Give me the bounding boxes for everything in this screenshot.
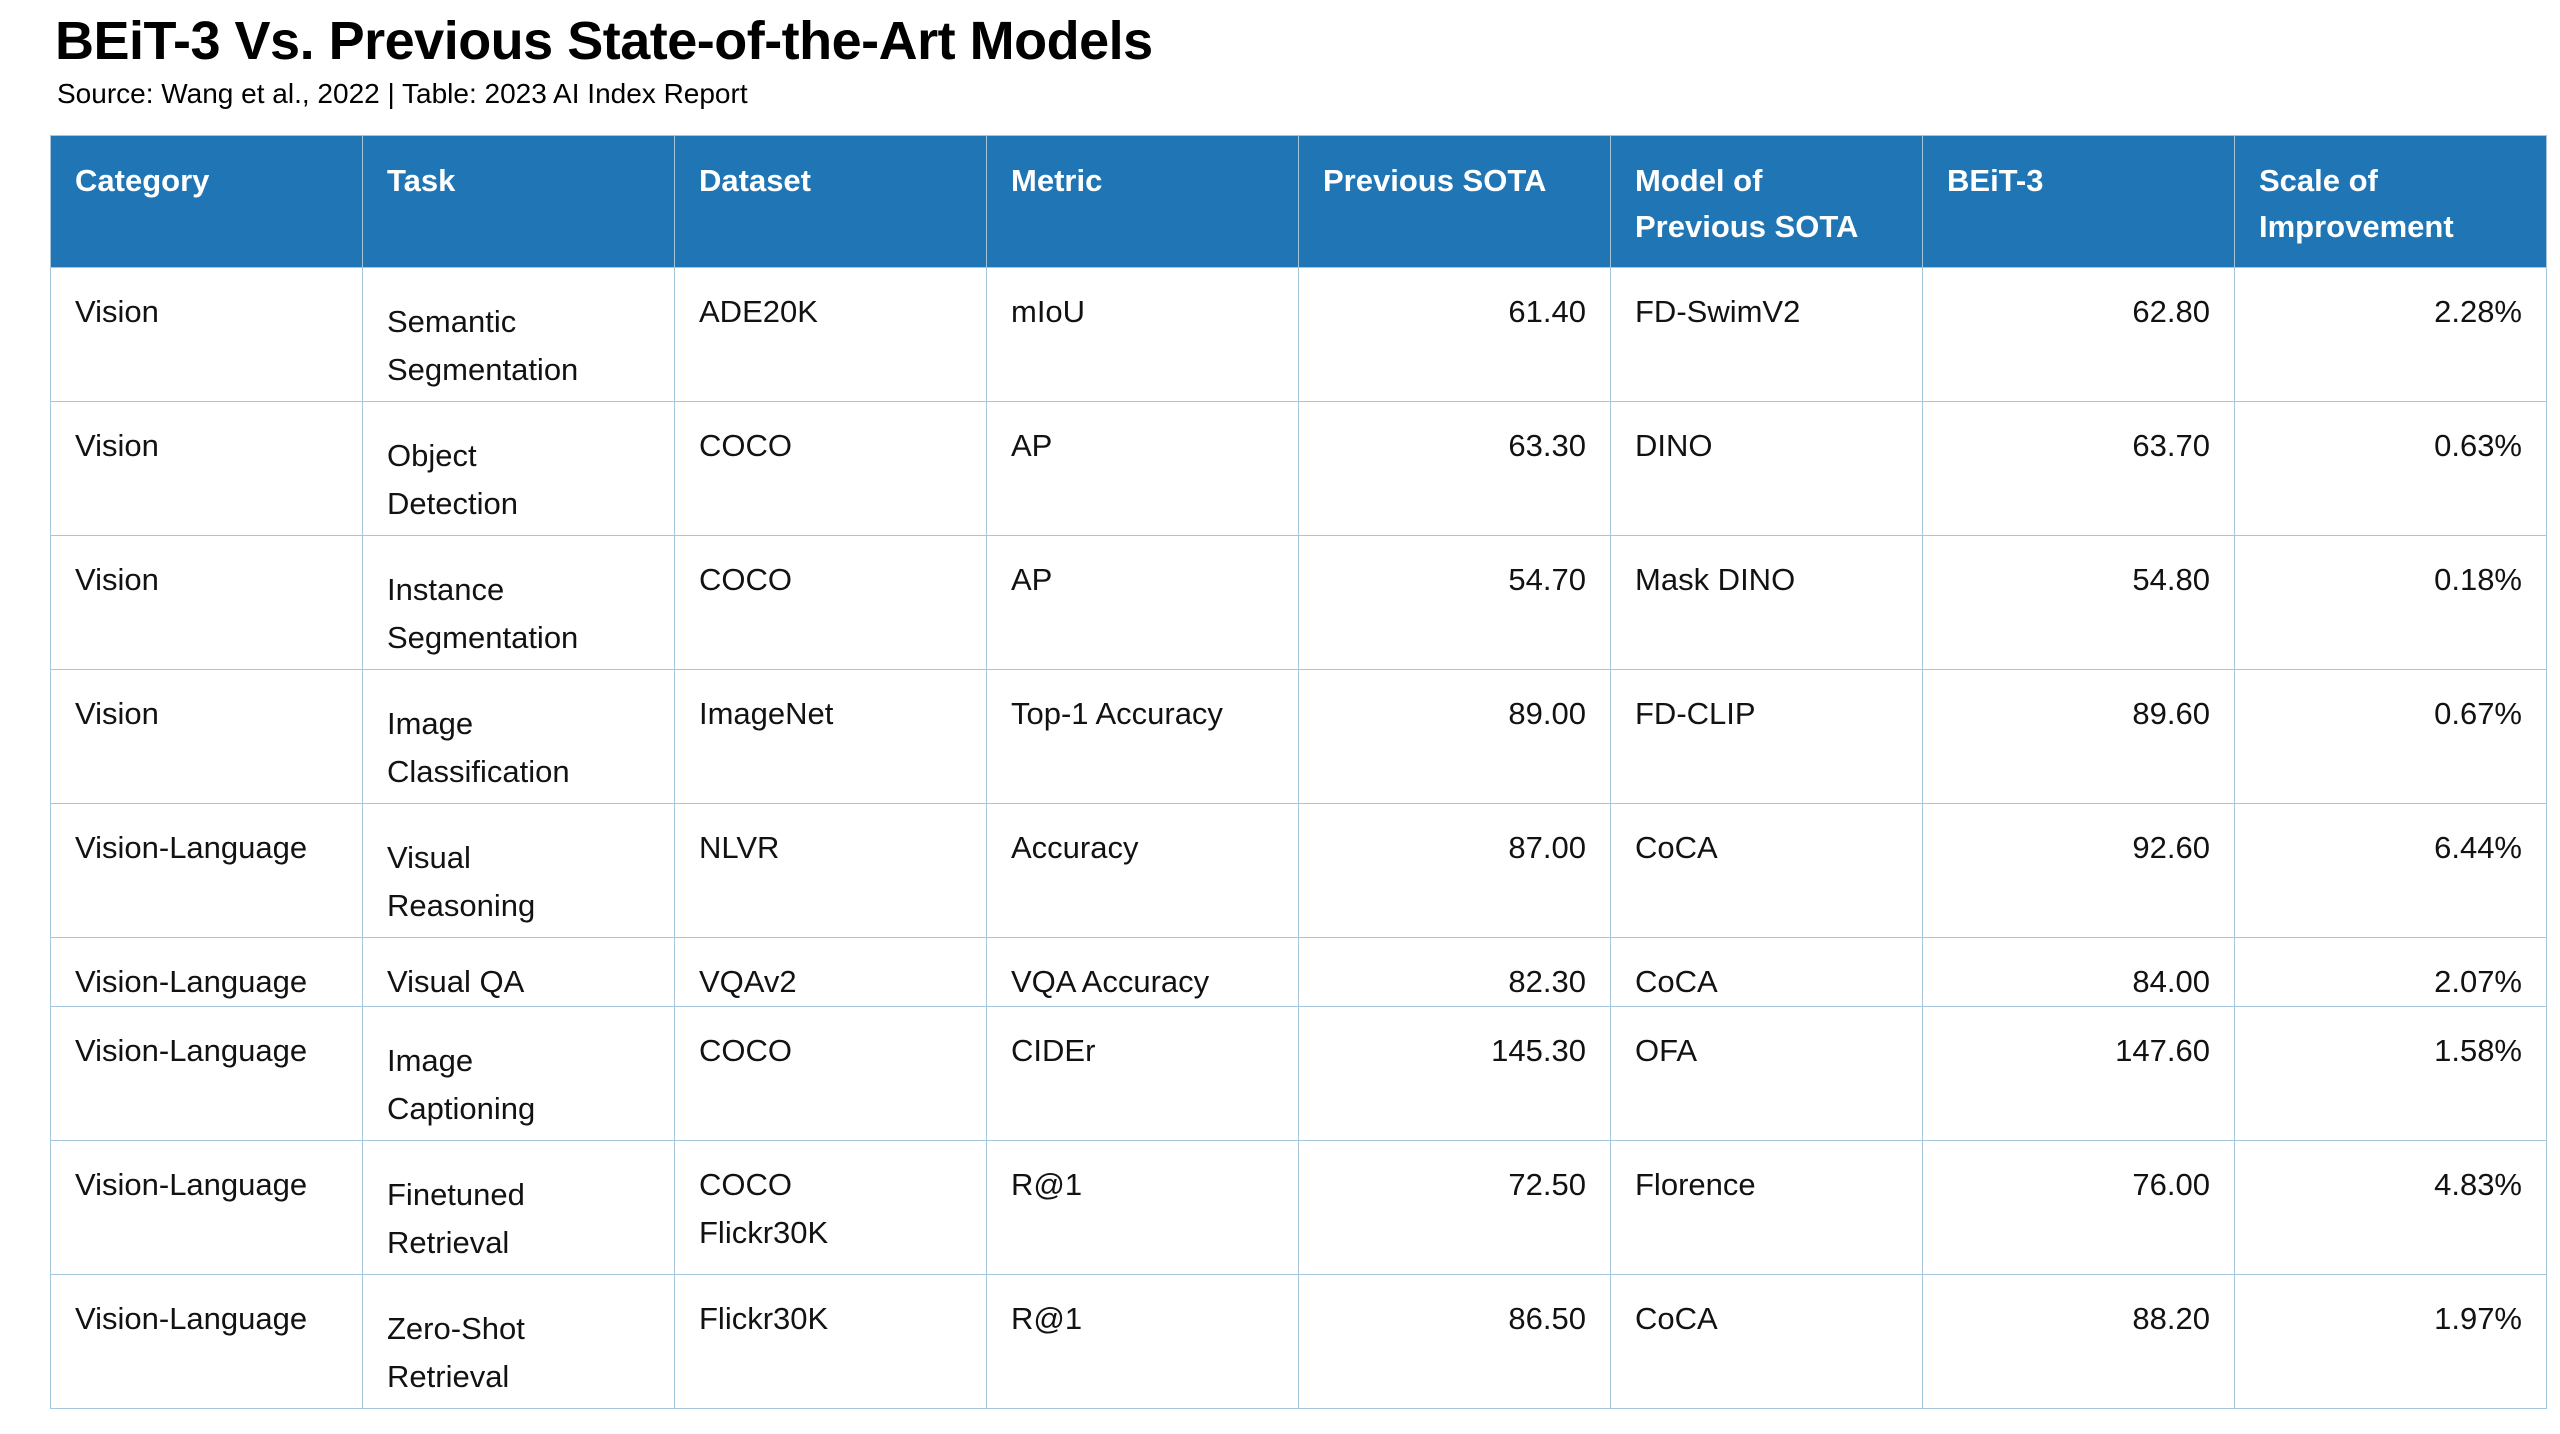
- cell-scale-of-improvement: 0.67%: [2234, 668, 2547, 804]
- cell-metric: CIDEr: [986, 1006, 1299, 1142]
- cell-task: Zero-Shot Retrieval: [362, 1274, 675, 1410]
- cell-category: Vision: [50, 400, 363, 536]
- cell-beit3: 147.60: [1922, 1006, 2235, 1142]
- cell-dataset: Flickr30K: [674, 1274, 987, 1410]
- cell-scale-of-improvement: 1.58%: [2234, 1006, 2547, 1142]
- table-header: Category Task Dataset Metric Previous SO…: [50, 134, 2547, 268]
- cell-category: Vision-Language: [50, 1140, 363, 1276]
- cell-dataset: COCO: [674, 1006, 987, 1142]
- table-row: Vision Object Detection COCO AP 63.30 DI…: [50, 400, 2547, 536]
- page-title: BEiT-3 Vs. Previous State-of-the-Art Mod…: [55, 11, 1153, 71]
- table-row: Vision-Language Image Captioning COCO CI…: [50, 1006, 2547, 1142]
- cell-model-of-previous-sota: FD-CLIP: [1610, 668, 1923, 804]
- cell-category: Vision: [50, 534, 363, 670]
- col-header-task: Task: [362, 134, 675, 268]
- cell-previous-sota: 72.50: [1298, 1140, 1611, 1276]
- cell-dataset: ADE20K: [674, 266, 987, 402]
- cell-metric: AP: [986, 534, 1299, 670]
- cell-dataset: COCO Flickr30K: [674, 1140, 987, 1276]
- cell-beit3: 63.70: [1922, 400, 2235, 536]
- cell-previous-sota: 61.40: [1298, 266, 1611, 402]
- cell-dataset: COCO: [674, 534, 987, 670]
- cell-task: Instance Segmentation: [362, 534, 675, 670]
- cell-model-of-previous-sota: CoCA: [1610, 802, 1923, 938]
- cell-dataset: VQAv2: [674, 936, 987, 1008]
- cell-beit3: 54.80: [1922, 534, 2235, 670]
- cell-metric: AP: [986, 400, 1299, 536]
- cell-model-of-previous-sota: CoCA: [1610, 936, 1923, 1008]
- table-body: Vision Semantic Segmentation ADE20K mIoU…: [50, 266, 2547, 1410]
- cell-model-of-previous-sota: OFA: [1610, 1006, 1923, 1142]
- cell-beit3: 62.80: [1922, 266, 2235, 402]
- col-header-metric: Metric: [986, 134, 1299, 268]
- cell-model-of-previous-sota: Florence: [1610, 1140, 1923, 1276]
- col-header-dataset: Dataset: [674, 134, 987, 268]
- cell-category: Vision-Language: [50, 936, 363, 1008]
- cell-category: Vision-Language: [50, 1274, 363, 1410]
- cell-task: Semantic Segmentation: [362, 266, 675, 402]
- cell-metric: Top-1 Accuracy: [986, 668, 1299, 804]
- cell-previous-sota: 54.70: [1298, 534, 1611, 670]
- cell-metric: Accuracy: [986, 802, 1299, 938]
- cell-scale-of-improvement: 2.07%: [2234, 936, 2547, 1008]
- cell-previous-sota: 89.00: [1298, 668, 1611, 804]
- cell-previous-sota: 82.30: [1298, 936, 1611, 1008]
- cell-category: Vision: [50, 668, 363, 804]
- table-row: Vision Image Classification ImageNet Top…: [50, 668, 2547, 804]
- col-header-previous-sota: Previous SOTA: [1298, 134, 1611, 268]
- cell-previous-sota: 86.50: [1298, 1274, 1611, 1410]
- table-header-row: Category Task Dataset Metric Previous SO…: [50, 134, 2547, 268]
- cell-previous-sota: 87.00: [1298, 802, 1611, 938]
- table-row: Vision-Language Visual QA VQAv2 VQA Accu…: [50, 936, 2547, 1008]
- table-row: Vision Instance Segmentation COCO AP 54.…: [50, 534, 2547, 670]
- cell-metric: R@1: [986, 1274, 1299, 1410]
- cell-previous-sota: 145.30: [1298, 1006, 1611, 1142]
- cell-scale-of-improvement: 0.63%: [2234, 400, 2547, 536]
- cell-previous-sota: 63.30: [1298, 400, 1611, 536]
- table-row: Vision Semantic Segmentation ADE20K mIoU…: [50, 266, 2547, 402]
- table-row: Vision-Language Finetuned Retrieval COCO…: [50, 1140, 2547, 1276]
- cell-task: Object Detection: [362, 400, 675, 536]
- cell-model-of-previous-sota: Mask DINO: [1610, 534, 1923, 670]
- cell-model-of-previous-sota: DINO: [1610, 400, 1923, 536]
- cell-category: Vision-Language: [50, 802, 363, 938]
- cell-beit3: 76.00: [1922, 1140, 2235, 1276]
- page-subtitle: Source: Wang et al., 2022 | Table: 2023 …: [57, 78, 748, 110]
- cell-task: Visual Reasoning: [362, 802, 675, 938]
- cell-task: Image Captioning: [362, 1006, 675, 1142]
- cell-scale-of-improvement: 6.44%: [2234, 802, 2547, 938]
- col-header-scale-of-improvement: Scale of Improvement: [2234, 134, 2547, 268]
- cell-beit3: 89.60: [1922, 668, 2235, 804]
- cell-dataset: COCO: [674, 400, 987, 536]
- cell-category: Vision: [50, 266, 363, 402]
- cell-model-of-previous-sota: CoCA: [1610, 1274, 1923, 1410]
- cell-scale-of-improvement: 1.97%: [2234, 1274, 2547, 1410]
- table-row: Vision-Language Zero-Shot Retrieval Flic…: [50, 1274, 2547, 1410]
- cell-beit3: 92.60: [1922, 802, 2235, 938]
- cell-model-of-previous-sota: FD-SwimV2: [1610, 266, 1923, 402]
- cell-task: Image Classification: [362, 668, 675, 804]
- table-row: Vision-Language Visual Reasoning NLVR Ac…: [50, 802, 2547, 938]
- cell-task: Finetuned Retrieval: [362, 1140, 675, 1276]
- cell-scale-of-improvement: 2.28%: [2234, 266, 2547, 402]
- cell-metric: VQA Accuracy: [986, 936, 1299, 1008]
- cell-dataset: ImageNet: [674, 668, 987, 804]
- cell-scale-of-improvement: 4.83%: [2234, 1140, 2547, 1276]
- col-header-model-of-previous-sota: Model of Previous SOTA: [1610, 134, 1923, 268]
- cell-metric: mIoU: [986, 266, 1299, 402]
- cell-metric: R@1: [986, 1140, 1299, 1276]
- sota-comparison-table: Category Task Dataset Metric Previous SO…: [50, 134, 2547, 1410]
- cell-dataset: NLVR: [674, 802, 987, 938]
- col-header-beit3: BEiT-3: [1922, 134, 2235, 268]
- cell-scale-of-improvement: 0.18%: [2234, 534, 2547, 670]
- cell-beit3: 88.20: [1922, 1274, 2235, 1410]
- cell-task: Visual QA: [362, 936, 675, 1008]
- cell-beit3: 84.00: [1922, 936, 2235, 1008]
- cell-category: Vision-Language: [50, 1006, 363, 1142]
- col-header-category: Category: [50, 134, 363, 268]
